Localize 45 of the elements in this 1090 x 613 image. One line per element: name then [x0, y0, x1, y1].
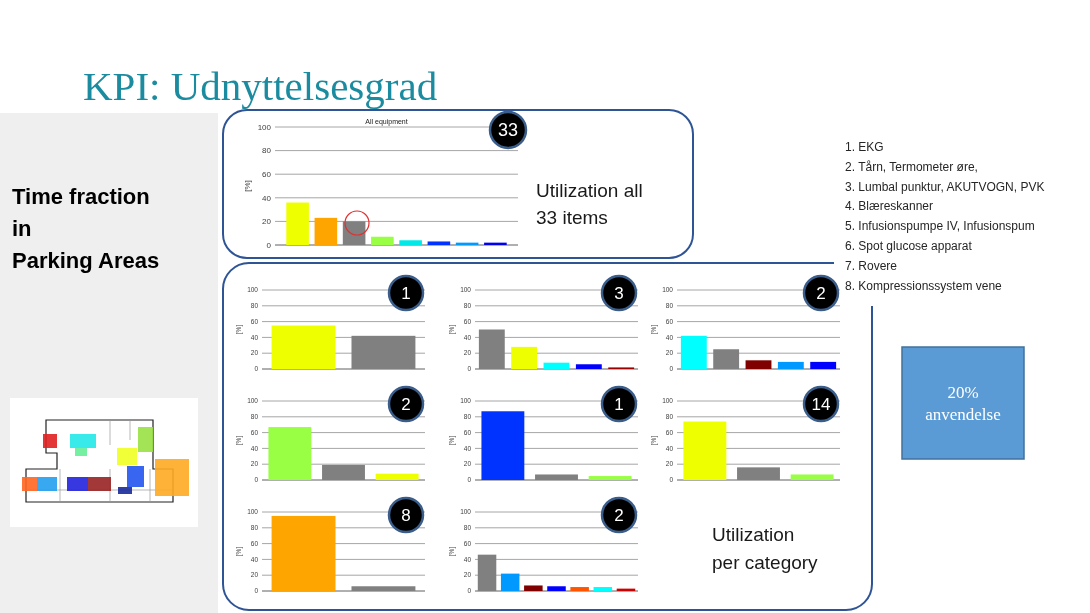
y-tick-label: 40 — [262, 193, 272, 203]
text: 20% anvendelse — [925, 383, 1001, 424]
y-tick-label: 60 — [262, 170, 272, 179]
bar — [745, 360, 772, 369]
y-tick-label: 80 — [262, 146, 272, 156]
bar — [399, 240, 422, 245]
bar — [680, 335, 707, 369]
bar — [588, 476, 632, 480]
annotation: 2 — [614, 506, 624, 526]
bar — [371, 236, 394, 245]
text: Utilization per category — [712, 524, 819, 573]
bar — [575, 364, 602, 369]
text: Utilization all 33 items — [536, 180, 643, 228]
bar — [500, 573, 520, 591]
bar — [427, 241, 451, 245]
annotation: 8 — [401, 506, 411, 526]
bar — [810, 361, 837, 369]
bar — [524, 585, 543, 591]
bar — [547, 586, 566, 591]
y-axis-title: [%] — [243, 180, 252, 192]
y-tick-label: 20 — [262, 217, 272, 227]
bar — [593, 587, 613, 591]
bar — [543, 362, 570, 369]
y-tick-label: 100 — [257, 122, 272, 132]
bar — [570, 587, 589, 591]
annotation: 2 — [816, 284, 826, 304]
bar — [481, 411, 525, 480]
annotation: 3 — [614, 284, 624, 304]
annotation: 33 — [497, 120, 519, 141]
bar — [683, 421, 727, 480]
bar — [268, 427, 312, 480]
annotation: 1 — [401, 284, 411, 304]
text: 1. EKG 2. Tårn, Termometer øre, 3. Lumbal punktur, AKUTVOGN, PVK 4. Blæreskanner 5. Infusionspumpe IV, Infusionspum 6. Spot glucose apparat 7. Rovere 8. Kompressionssystem vene — [845, 140, 1045, 293]
bar — [314, 217, 338, 245]
y-tick-label: 0 — [266, 240, 272, 250]
annotation: 14 — [811, 395, 831, 415]
text: Time fraction in Parking Areas — [12, 184, 160, 273]
text: KPI: Udnyttelsesgrad — [83, 63, 438, 109]
annotation: 1 — [614, 395, 624, 415]
bar — [286, 202, 309, 245]
bar — [790, 474, 834, 480]
bar — [777, 361, 804, 369]
annotation: 2 — [401, 395, 411, 415]
bar — [511, 346, 538, 369]
bar — [375, 473, 419, 480]
